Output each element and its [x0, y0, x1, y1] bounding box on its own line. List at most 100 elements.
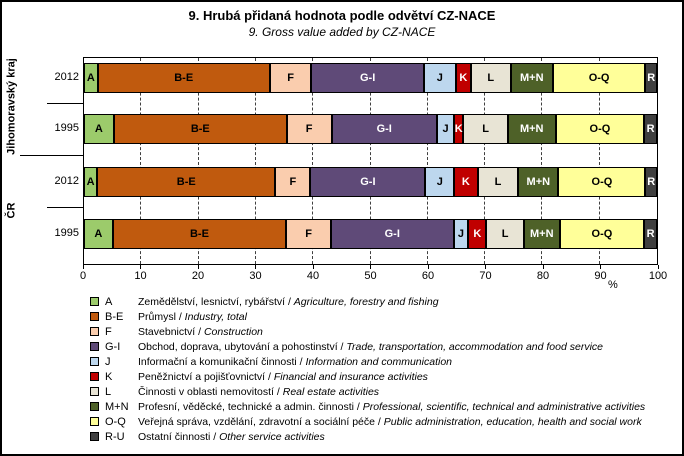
- bar-segment-O-Q: O-Q: [552, 63, 646, 93]
- group-separator: [20, 155, 83, 156]
- gridline: [598, 58, 600, 264]
- legend-row-F: F Stavebnictví / Construction: [90, 324, 263, 339]
- bar-segment-G-I: G-I: [330, 219, 454, 249]
- legend-label: Zemědělství, lesnictví, rybářství / Agri…: [138, 295, 439, 308]
- bar-segment-B-E: B-E: [97, 63, 270, 93]
- legend-row-O-Q: O-Q Veřejná správa, vzdělání, zdravotní a…: [90, 414, 642, 429]
- legend-label: Peněžnictví a pojišťovnictví / Financial…: [138, 370, 428, 383]
- bar-segment-R: R: [645, 63, 657, 93]
- chart-subtitle: 9. Gross value added by CZ-NACE: [248, 25, 436, 39]
- legend-row-M+N: M+N Profesní, věděcké, technické a admin.…: [90, 399, 645, 414]
- legend-swatch-M+N: [90, 402, 99, 411]
- legend-swatch-G-I: [90, 342, 99, 351]
- x-axis-tick: [312, 265, 314, 269]
- bar-cr-1995: A B-E F G-I J K L M+N O-Q R: [84, 219, 657, 249]
- legend-row-A: A Zemědělství, lesnictví, rybářství / Agr…: [90, 294, 439, 309]
- x-axis-tick: [255, 265, 256, 269]
- legend-row-B-E: B-E Průmysl / Industry, total: [90, 309, 247, 324]
- bar-segment-F: F: [275, 167, 311, 197]
- legend-label: Profesní, věděcké, technické a admin. či…: [138, 400, 646, 413]
- x-tick-label: 10: [134, 270, 147, 282]
- legend-row-J: J Informační a komunikační činnosti / Inf…: [90, 354, 452, 369]
- x-axis-tick: [370, 265, 371, 269]
- legend-swatch-J: [90, 357, 99, 366]
- legend-label: Veřejná správa, vzdělání, zdravotní a so…: [138, 415, 642, 428]
- bar-jmk-2012: A B-E F G-I J K L M+N O-Q R: [84, 63, 657, 93]
- legend-swatch-L: [90, 387, 99, 396]
- bar-segment-K: K: [468, 219, 487, 249]
- bar-segment-M+N: M+N: [507, 114, 556, 144]
- gridline: [426, 58, 428, 264]
- bar-segment-M+N: M+N: [518, 167, 559, 197]
- x-axis-tick: [600, 265, 601, 269]
- legend-swatch-A: [90, 297, 99, 306]
- x-axis-tick: [197, 265, 199, 269]
- x-tick-label: 30: [249, 270, 262, 282]
- bar-segment-L: L: [477, 167, 519, 197]
- x-tick-label: 100: [648, 270, 668, 282]
- legend-code: F: [105, 325, 112, 338]
- legend-label: Průmysl / Industry, total: [138, 310, 247, 323]
- legend-code: J: [105, 355, 111, 368]
- x-tick-label: 90: [594, 270, 607, 282]
- legend-row-K: K Peněžnictví a pojišťovnictví / Financia…: [90, 369, 428, 384]
- bar-segment-R: R: [644, 219, 657, 249]
- bar-segment-J: J: [453, 219, 469, 249]
- bar-segment-O-Q: O-Q: [555, 114, 645, 144]
- bar-segment-A: A: [84, 63, 98, 93]
- legend-code: G-I: [105, 340, 121, 353]
- y-label-jmk-2012: 2012: [54, 71, 79, 83]
- x-tick-label: 40: [306, 270, 320, 282]
- x-axis-tick: [427, 265, 429, 269]
- legend-swatch-B-E: [90, 312, 99, 321]
- bar-segment-M+N: M+N: [524, 219, 560, 249]
- bar-segment-F: F: [286, 219, 331, 249]
- bar-segment-B-E: B-E: [113, 114, 287, 144]
- x-tick-label: 20: [191, 270, 205, 282]
- x-axis-ticks: [82, 265, 659, 270]
- x-axis-tick: [657, 265, 659, 269]
- legend-label: Činnosti v oblasti nemovitostí / Real es…: [138, 385, 380, 398]
- legend-code: B-E: [105, 310, 124, 323]
- bar-segment-R: R: [645, 167, 657, 197]
- bar-segment-O-Q: O-Q: [558, 167, 646, 197]
- x-tick-label: 70: [479, 270, 492, 282]
- bar-segment-J: J: [436, 114, 455, 144]
- bar-segment-O-Q: O-Q: [559, 219, 645, 249]
- bar-segment-F: F: [269, 63, 312, 93]
- bar-segment-B-E: B-E: [112, 219, 287, 249]
- legend-label: Ostatní činnosti / Other service activit…: [138, 430, 325, 443]
- legend-code: L: [105, 385, 112, 398]
- bar-segment-G-I: G-I: [310, 167, 426, 197]
- x-tick-label: 0: [79, 270, 87, 282]
- legend-row-G-I: G-I Obchod, doprava, ubytování a pohostin…: [90, 339, 603, 354]
- y-group-label-cr: ČR: [5, 202, 18, 219]
- bar-segment-G-I: G-I: [311, 63, 424, 93]
- x-axis-unit-label: %: [608, 279, 618, 291]
- y-label-jmk-1995: 1995: [54, 122, 79, 134]
- x-axis-tick: [485, 265, 486, 269]
- legend-label: Stavebnictví / Construction: [138, 325, 263, 338]
- bar-segment-F: F: [286, 114, 332, 144]
- legend-swatch-K: [90, 372, 99, 381]
- bar-segment-R: R: [644, 114, 657, 144]
- gridline: [197, 58, 199, 264]
- bar-jmk-1995: A B-E F G-I J K L M+N O-Q R: [84, 114, 657, 144]
- legend-swatch-R-U: [90, 432, 99, 441]
- bar-segment-L: L: [470, 63, 511, 93]
- legend-row-R-U: R-U Ostatní činnosti / Other service acti…: [90, 429, 325, 444]
- gridline: [254, 58, 256, 264]
- bar-segment-G-I: G-I: [331, 114, 437, 144]
- legend-label: Obchod, doprava, ubytování a pohostinstv…: [138, 340, 603, 353]
- y-label-cr-1995: 1995: [54, 227, 79, 239]
- legend-label: Informační a komunikační činnosti / Info…: [138, 355, 452, 368]
- bar-segment-M+N: M+N: [510, 63, 553, 93]
- gridline: [541, 58, 543, 264]
- bar-segment-J: J: [425, 167, 455, 197]
- chart-title: 9. Hrubá přidaná hodnota podle odvětví C…: [188, 8, 496, 23]
- legend-code: M+N: [105, 400, 129, 413]
- bar-segment-K: K: [455, 63, 471, 93]
- bar-cr-2012: A B-E F G-I J K L M+N O-Q R: [84, 167, 657, 197]
